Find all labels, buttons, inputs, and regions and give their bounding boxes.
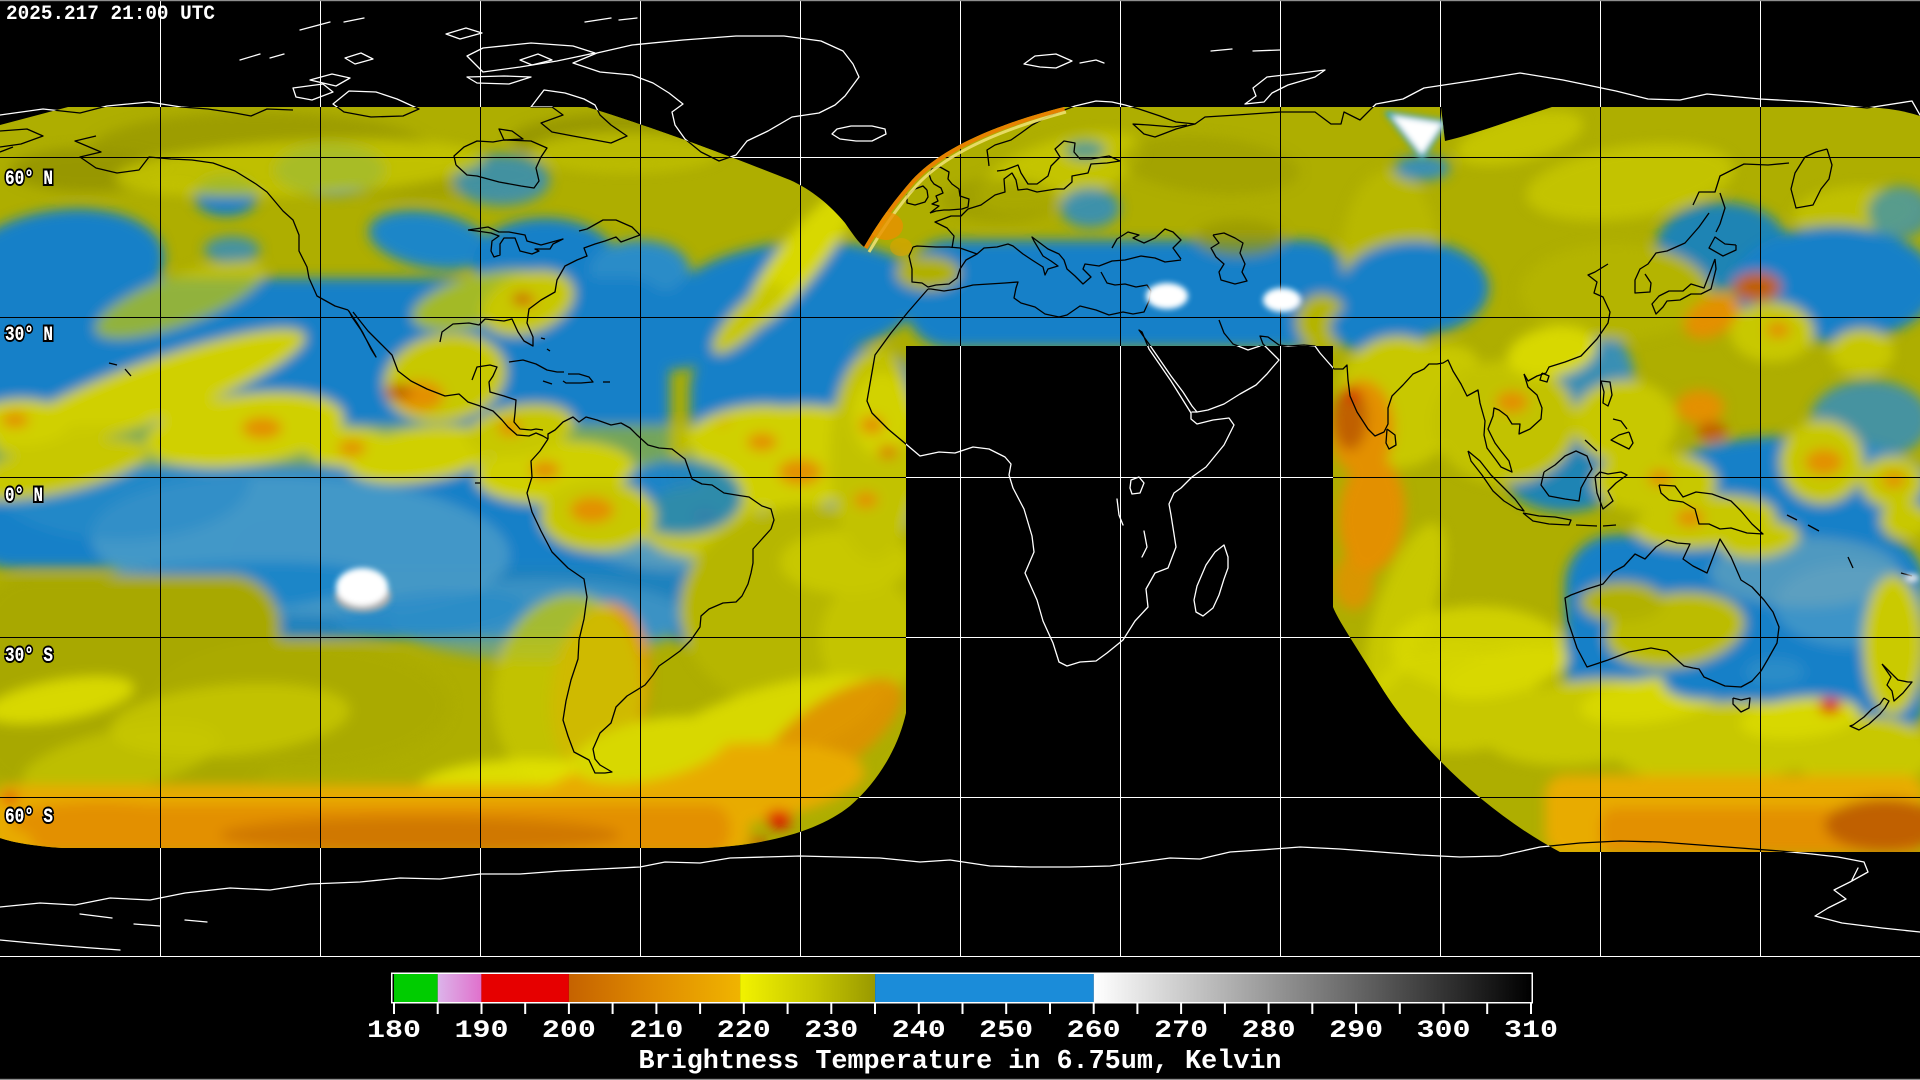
svg-text:200: 200: [542, 1016, 596, 1045]
svg-text:240: 240: [892, 1016, 946, 1045]
svg-text:60° N: 60° N: [5, 168, 53, 191]
svg-text:290: 290: [1329, 1016, 1383, 1045]
svg-text:60° S: 60° S: [5, 806, 53, 829]
svg-text:210: 210: [629, 1016, 683, 1045]
svg-text:270: 270: [1154, 1016, 1208, 1045]
svg-text:180: 180: [367, 1016, 421, 1045]
svg-text:30° N: 30° N: [5, 324, 53, 347]
svg-text:220: 220: [717, 1016, 771, 1045]
svg-text:30° S: 30° S: [5, 645, 53, 668]
svg-text:2025.217 21:00 UTC: 2025.217 21:00 UTC: [6, 3, 215, 26]
svg-text:280: 280: [1242, 1016, 1296, 1045]
svg-text:300: 300: [1417, 1016, 1471, 1045]
svg-text:250: 250: [979, 1016, 1033, 1045]
svg-text:60° N: 60° N: [5, 168, 53, 191]
svg-text:Brightness Temperature in 6.75: Brightness Temperature in 6.75um, Kelvin: [639, 1047, 1282, 1077]
svg-text:30° S: 30° S: [5, 645, 53, 668]
svg-text:0° N: 0° N: [5, 485, 43, 508]
svg-text:30° N: 30° N: [5, 324, 53, 347]
svg-text:60° S: 60° S: [5, 806, 53, 829]
svg-text:0° N: 0° N: [5, 485, 43, 508]
svg-text:310: 310: [1504, 1016, 1558, 1045]
svg-text:260: 260: [1067, 1016, 1121, 1045]
svg-text:190: 190: [455, 1016, 509, 1045]
svg-text:230: 230: [804, 1016, 858, 1045]
